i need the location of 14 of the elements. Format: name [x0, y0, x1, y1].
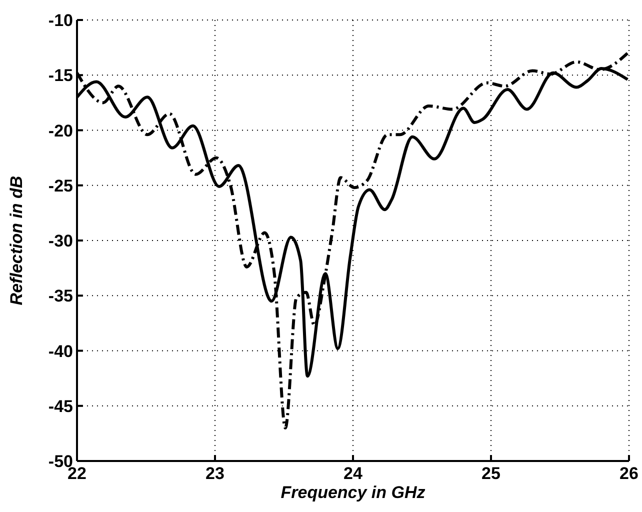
x-tick-label: 24: [344, 464, 363, 484]
y-tick-label: -45: [48, 396, 73, 416]
y-tick-label: -40: [48, 342, 73, 361]
x-tick-label: 23: [206, 464, 224, 484]
x-tick-label: 25: [482, 464, 500, 484]
y-tick-label: -30: [48, 232, 73, 251]
y-tick-label: -25: [48, 176, 73, 196]
y-axis-title: Reflection in dB: [7, 176, 26, 306]
y-tick-label: -15: [48, 66, 73, 86]
y-tick-label: -20: [48, 121, 73, 140]
y-tick-label: -10: [48, 11, 73, 30]
y-tick-label: -35: [48, 286, 73, 306]
x-tick-label: 26: [620, 464, 638, 484]
x-axis-title: Frequency in GHz: [280, 483, 426, 502]
